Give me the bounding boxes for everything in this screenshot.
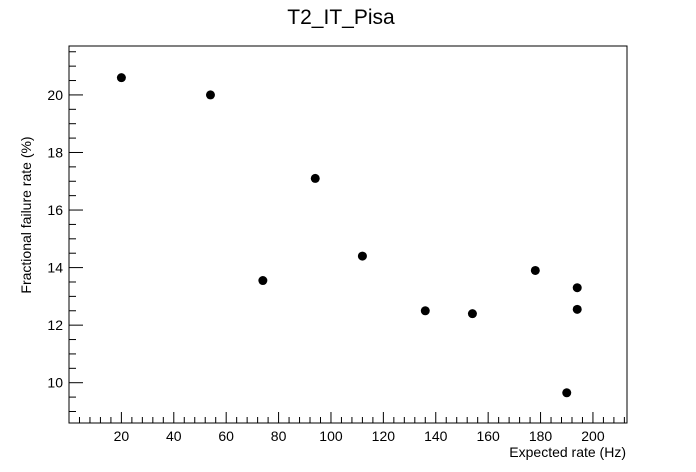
data-point xyxy=(467,309,477,319)
y-axis: 10 12 14 16 18 20 xyxy=(47,51,83,412)
y-tick-label: 12 xyxy=(47,317,63,333)
data-point xyxy=(572,283,582,293)
x-tick-label: 40 xyxy=(166,428,182,444)
x-tick-label: 120 xyxy=(372,428,396,444)
x-tick-label: 140 xyxy=(424,428,448,444)
x-tick-label: 200 xyxy=(581,428,605,444)
x-tick-label: 160 xyxy=(476,428,500,444)
y-tick-label: 20 xyxy=(47,87,63,103)
y-axis-title: Fractional failure rate (%) xyxy=(18,136,34,293)
x-tick-label: 80 xyxy=(271,428,287,444)
x-axis-title: Expected rate (Hz) xyxy=(509,444,626,460)
data-point xyxy=(310,173,320,183)
y-tick-label: 10 xyxy=(47,375,63,391)
x-tick-label: 100 xyxy=(319,428,343,444)
data-point xyxy=(258,276,268,286)
data-point xyxy=(205,90,215,100)
data-point xyxy=(562,388,572,398)
data-point xyxy=(420,306,430,316)
chart-title: T2_IT_Pisa xyxy=(287,6,395,29)
x-axis: 20 40 60 80 100 120 140 160 180 200 xyxy=(78,412,625,444)
x-tick-label: 60 xyxy=(218,428,234,444)
data-point xyxy=(357,251,367,261)
plot-frame xyxy=(68,45,628,424)
x-tick-label: 180 xyxy=(529,428,553,444)
y-tick-label: 16 xyxy=(47,202,63,218)
data-point xyxy=(572,304,582,314)
data-point xyxy=(530,265,540,275)
y-tick-label: 18 xyxy=(47,144,63,160)
y-tick-label: 14 xyxy=(47,260,63,276)
x-tick-label: 20 xyxy=(114,428,130,444)
data-point xyxy=(116,73,126,83)
data-points xyxy=(116,73,582,398)
